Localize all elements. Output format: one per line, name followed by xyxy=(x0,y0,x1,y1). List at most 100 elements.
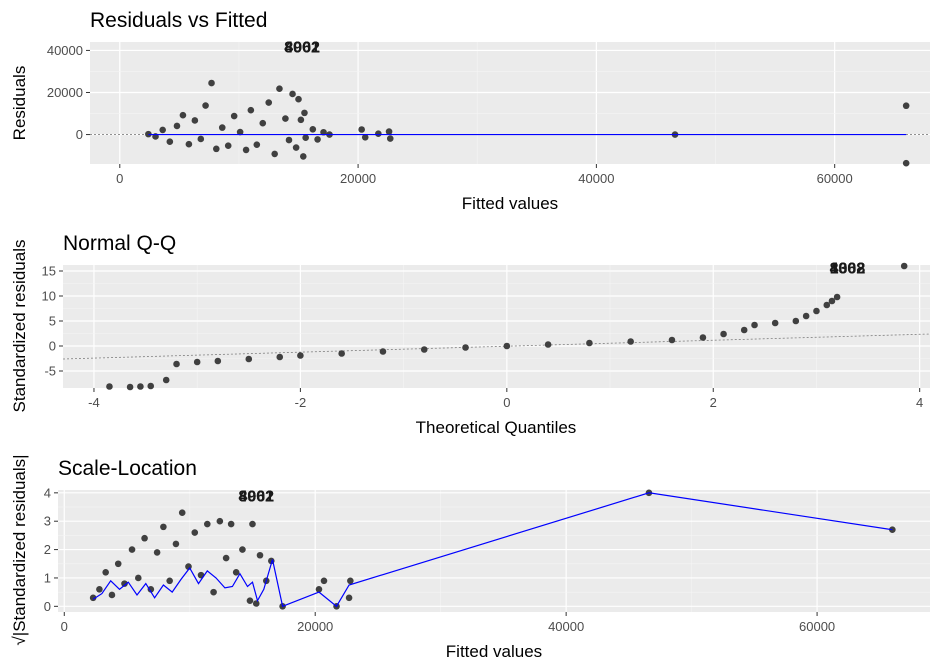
normal-qq-y-tick-label: 15 xyxy=(42,264,56,279)
normal-qq-data-point xyxy=(137,383,144,390)
normal-qq-data-point xyxy=(193,358,201,366)
scale-location-y-tick-label: 1 xyxy=(44,570,51,585)
scale-location-data-point xyxy=(232,568,240,576)
scale-location-data-point xyxy=(108,591,116,599)
scale-location-smooth-line xyxy=(92,492,893,608)
scale-location-data-point xyxy=(345,594,353,602)
scale-location-title: Scale-Location xyxy=(58,457,197,480)
normal-qq-y-tick-label: 5 xyxy=(49,314,56,329)
normal-qq-data-point xyxy=(833,293,841,301)
normal-qq-data-point xyxy=(802,312,810,320)
normal-qq-data-point xyxy=(771,319,779,327)
residuals-vs-fitted-outlier-label: 3901 xyxy=(284,40,320,57)
normal-qq-data-point xyxy=(106,383,113,390)
normal-qq-x-tick-label: 2 xyxy=(710,395,717,410)
residuals-vs-fitted-title: Residuals vs Fitted xyxy=(90,9,267,32)
normal-qq-data-point xyxy=(828,297,836,305)
normal-qq-data-point xyxy=(379,348,387,355)
residuals-vs-fitted-data-point xyxy=(282,115,289,122)
residuals-vs-fitted-data-point xyxy=(292,144,300,151)
normal-qq-data-point xyxy=(900,262,908,270)
scale-location-ylabel: √|Standardized residuals| xyxy=(10,454,29,645)
residuals-vs-fitted-data-point xyxy=(218,124,226,131)
scale-location-data-point xyxy=(315,586,323,593)
residuals-vs-fitted-x-tick-label: 60000 xyxy=(817,171,853,186)
residuals-vs-fitted-data-point xyxy=(358,126,365,133)
normal-qq-data-point xyxy=(214,357,222,365)
normal-qq-y-tick-label: 10 xyxy=(42,289,56,304)
residuals-vs-fitted-data-point xyxy=(247,106,255,114)
normal-qq-data-point xyxy=(813,307,820,315)
scale-location-data-point xyxy=(239,546,246,553)
residuals-vs-fitted-xlabel: Fitted values xyxy=(462,194,558,213)
scale-location-data-point xyxy=(204,520,211,528)
residuals-vs-fitted-data-point xyxy=(179,111,187,119)
normal-qq-data-point xyxy=(503,342,511,350)
normal-qq-data-point xyxy=(740,326,748,334)
residuals-vs-fitted-data-point xyxy=(236,128,244,136)
normal-qq-xlabel: Theoretical Quantiles xyxy=(416,418,577,437)
scale-location-data-point xyxy=(249,520,256,528)
scale-location-plot-area xyxy=(58,490,930,612)
residuals-vs-fitted-data-point xyxy=(309,125,317,133)
normal-qq-data-point xyxy=(720,330,727,338)
residuals-vs-fitted-data-point xyxy=(320,128,327,136)
scale-location-data-point xyxy=(153,549,161,556)
normal-qq-data-point xyxy=(627,338,634,345)
scale-location-data-point xyxy=(222,554,230,562)
scale-location-data-point xyxy=(320,577,328,585)
scale-location-data-point xyxy=(102,568,109,576)
normal-qq-data-point xyxy=(751,321,758,329)
normal-qq-x-tick-label: -4 xyxy=(88,395,100,410)
scale-location-data-point xyxy=(252,600,260,607)
scale-location-data-point xyxy=(191,529,199,536)
normal-qq-data-point xyxy=(420,346,428,353)
residuals-vs-fitted-y-tick-label: 20000 xyxy=(47,85,83,100)
scale-location-data-point xyxy=(227,520,235,528)
scale-location-y-tick-label: 3 xyxy=(44,514,51,529)
normal-qq-outlier-label: 1308 xyxy=(830,261,866,278)
residuals-vs-fitted-data-point xyxy=(375,130,382,138)
normal-qq-data-point xyxy=(586,339,593,347)
normal-qq-data-point xyxy=(668,336,676,344)
normal-qq-ylabel: Standardized residuals xyxy=(10,240,29,413)
normal-qq-data-point xyxy=(245,355,253,363)
residuals-vs-fitted-data-point xyxy=(301,109,308,117)
residuals-vs-fitted-data-point xyxy=(242,146,250,154)
scale-location-data-point xyxy=(347,577,354,585)
scale-location-data-point xyxy=(121,580,128,587)
normal-qq-plot-area xyxy=(63,265,930,388)
scale-location-data-point xyxy=(147,586,155,593)
residuals-vs-fitted-data-point xyxy=(271,150,278,158)
residuals-vs-fitted-data-point xyxy=(259,119,267,127)
normal-qq-data-point xyxy=(699,334,707,341)
scale-location-data-point xyxy=(128,546,136,553)
residuals-vs-fitted-data-point xyxy=(299,153,307,160)
normal-qq-reference-line xyxy=(62,333,931,360)
scale-location-outlier-label: 8002 xyxy=(238,488,274,505)
scale-location-data-point xyxy=(141,534,148,542)
residuals-vs-fitted-y-tick-label: 0 xyxy=(76,127,83,142)
residuals-vs-fitted-data-point xyxy=(285,136,293,144)
normal-qq-data-point xyxy=(462,344,469,351)
scale-location-data-point xyxy=(166,577,173,585)
scale-location-data-point xyxy=(134,574,142,582)
normal-qq-data-point xyxy=(173,360,180,368)
residuals-vs-fitted-data-point xyxy=(202,102,209,109)
residuals-vs-fitted-outlier-label: 4062 xyxy=(284,40,320,57)
normal-qq-outlier-label: 4062 xyxy=(830,261,866,278)
scale-location-data-point xyxy=(160,523,167,531)
normal-qq-data-point xyxy=(544,341,552,348)
residuals-vs-fitted-data-point xyxy=(386,135,394,142)
residuals-vs-fitted-data-point xyxy=(297,116,305,124)
residuals-vs-fitted-data-point xyxy=(289,90,296,98)
normal-qq-data-point xyxy=(823,301,831,309)
residuals-vs-fitted-data-point xyxy=(902,102,910,110)
normal-qq-data-point xyxy=(338,350,345,357)
residuals-vs-fitted-data-point xyxy=(902,159,910,167)
scale-location-data-point xyxy=(96,586,103,593)
normal-qq-outlier-label: 8002 xyxy=(830,261,866,278)
normal-qq-x-tick-label: -2 xyxy=(295,395,307,410)
scale-location-y-tick-label: 4 xyxy=(44,485,51,500)
